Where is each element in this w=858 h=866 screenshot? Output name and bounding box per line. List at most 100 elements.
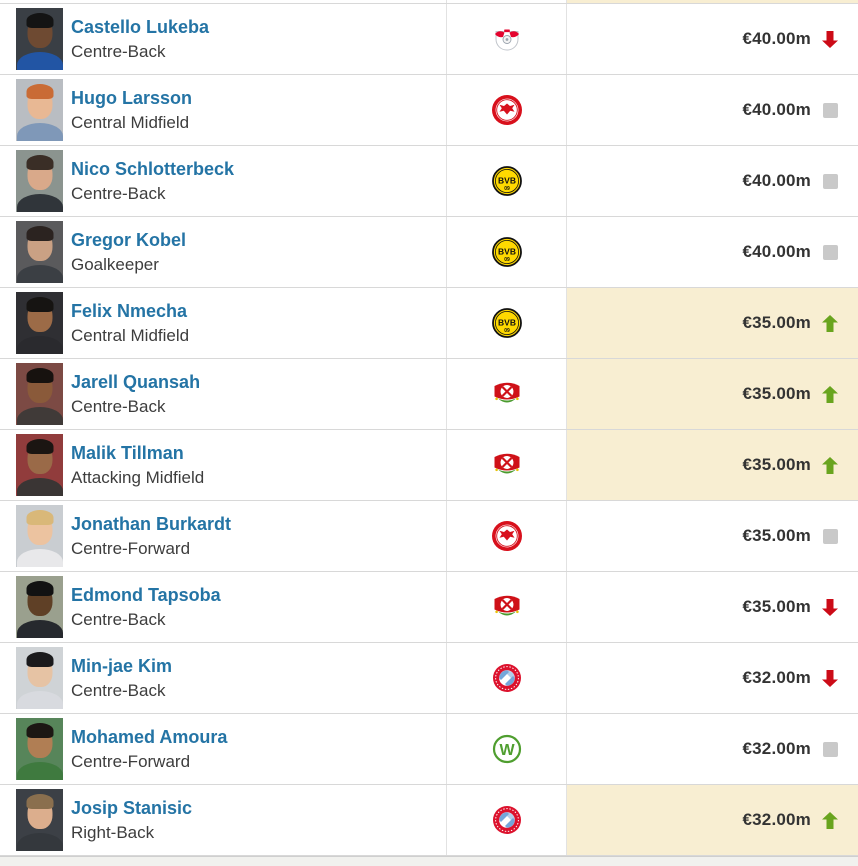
player-text-block: Castello Lukeba Centre-Back — [71, 17, 209, 61]
bayer-leverkusen-crest[interactable] — [491, 591, 523, 623]
table-row[interactable]: Mohamed Amoura Centre-Forward W €32.00m — [0, 714, 858, 785]
player-name-link[interactable]: Edmond Tapsoba — [71, 584, 221, 605]
table-row[interactable]: Jarell Quansah Centre-Back €35.00m — [0, 359, 858, 430]
bayern-munich-crest[interactable] — [491, 804, 523, 836]
avatar-shirt — [16, 265, 63, 283]
svg-text:BVB: BVB — [498, 247, 516, 257]
borussia-dortmund-crest[interactable]: BVB 09 — [491, 236, 523, 268]
player-photo[interactable] — [16, 576, 63, 638]
table-row[interactable]: Jonathan Burkardt Centre-Forward €35.00m — [0, 501, 858, 572]
player-name-link[interactable]: Hugo Larsson — [71, 87, 193, 108]
player-cell: Jarell Quansah Centre-Back — [0, 359, 447, 429]
market-value-cell: €32.00m — [567, 714, 858, 784]
table-row[interactable]: Hugo Larsson Central Midfield €40.00m — [0, 75, 858, 146]
market-value-cell: €40.00m — [567, 146, 858, 216]
player-photo[interactable] — [16, 221, 63, 283]
trend-same-icon — [822, 244, 838, 261]
player-photo[interactable] — [16, 718, 63, 780]
player-name-link[interactable]: Min-jae Kim — [71, 655, 173, 676]
player-photo[interactable] — [16, 647, 63, 709]
borussia-dortmund-crest[interactable]: BVB 09 — [491, 165, 523, 197]
player-text-block: Edmond Tapsoba Centre-Back — [71, 585, 221, 629]
player-cell: Edmond Tapsoba Centre-Back — [0, 572, 447, 642]
player-photo[interactable] — [16, 363, 63, 425]
market-value-cell: €35.00m — [567, 572, 858, 642]
avatar-shirt — [16, 123, 63, 141]
avatar-shirt — [16, 620, 63, 638]
player-photo[interactable] — [16, 789, 63, 851]
rb-leipzig-crest[interactable] — [491, 23, 523, 55]
market-value-cell: €40.00m — [567, 75, 858, 145]
player-position-label: Attacking Midfield — [71, 467, 205, 487]
player-photo[interactable] — [16, 150, 63, 212]
avatar-shirt — [16, 691, 63, 709]
bayern-munich-crest[interactable] — [491, 662, 523, 694]
player-cell: Josip Stanisic Right-Back — [0, 785, 447, 855]
player-position-label: Goalkeeper — [71, 254, 159, 274]
eintracht-frankfurt-crest[interactable] — [491, 94, 523, 126]
player-name-link[interactable]: Nico Schlotterbeck — [71, 158, 235, 179]
eintracht-frankfurt-crest[interactable] — [491, 520, 523, 552]
market-value-label: €35.00m — [742, 526, 811, 545]
player-name-link[interactable]: Malik Tillman — [71, 442, 184, 463]
player-text-block: Jarell Quansah Centre-Back — [71, 372, 200, 416]
market-value-cell: €35.00m — [567, 288, 858, 358]
table-row[interactable]: Gregor Kobel Goalkeeper BVB 09 €40.00m — [0, 217, 858, 288]
player-text-block: Malik Tillman Attacking Midfield — [71, 443, 204, 487]
avatar-shirt — [16, 833, 63, 851]
avatar-hair — [26, 226, 53, 241]
player-name-link[interactable]: Jarell Quansah — [71, 371, 201, 392]
market-value-label: €35.00m — [742, 313, 811, 332]
player-name-link[interactable]: Castello Lukeba — [71, 16, 210, 37]
market-value-cell: €35.00m — [567, 359, 858, 429]
avatar-hair — [26, 297, 53, 312]
player-name-link[interactable]: Gregor Kobel — [71, 229, 187, 250]
previous-row-value-cell-remnant — [567, 0, 858, 3]
trend-same-icon — [822, 741, 838, 758]
bayer-leverkusen-crest[interactable] — [491, 449, 523, 481]
bayer-leverkusen-crest[interactable] — [491, 378, 523, 410]
player-photo[interactable] — [16, 8, 63, 70]
player-photo[interactable] — [16, 79, 63, 141]
player-photo[interactable] — [16, 292, 63, 354]
player-photo[interactable] — [16, 505, 63, 567]
table-row[interactable]: Josip Stanisic Right-Back €32.00m — [0, 785, 858, 856]
table-row[interactable]: Castello Lukeba Centre-Back €40.00m — [0, 4, 858, 75]
avatar-hair — [26, 652, 53, 667]
player-photo[interactable] — [16, 434, 63, 496]
table-row[interactable]: Nico Schlotterbeck Centre-Back BVB 09 €40… — [0, 146, 858, 217]
player-position-label: Central Midfield — [71, 325, 190, 345]
player-name-link[interactable]: Jonathan Burkardt — [71, 513, 232, 534]
svg-text:BVB: BVB — [498, 318, 516, 328]
table-row[interactable]: Min-jae Kim Centre-Back €32.00m — [0, 643, 858, 714]
player-position-label: Centre-Back — [71, 609, 166, 629]
player-name-link[interactable]: Josip Stanisic — [71, 797, 193, 818]
player-name-link[interactable]: Felix Nmecha — [71, 300, 188, 321]
avatar-shirt — [16, 478, 63, 496]
market-value-label: €32.00m — [742, 739, 811, 758]
table-row[interactable]: Edmond Tapsoba Centre-Back €35.00m — [0, 572, 858, 643]
market-value-cell: €40.00m — [567, 4, 858, 74]
borussia-dortmund-crest[interactable]: BVB 09 — [491, 307, 523, 339]
trend-down-icon — [822, 598, 838, 616]
wolfsburg-crest[interactable]: W — [491, 733, 523, 765]
market-value-cell: €35.00m — [567, 430, 858, 500]
club-cell: W — [447, 714, 567, 784]
player-text-block: Hugo Larsson Central Midfield — [71, 88, 192, 132]
avatar-hair — [26, 723, 53, 738]
club-cell: BVB 09 — [447, 217, 567, 287]
table-row[interactable]: Felix Nmecha Central Midfield BVB 09 €35.… — [0, 288, 858, 359]
previous-row-player-cell-remnant — [0, 0, 447, 3]
player-cell: Min-jae Kim Centre-Back — [0, 643, 447, 713]
avatar-hair — [26, 155, 53, 170]
trend-down-icon — [822, 669, 838, 687]
market-value-cell: €32.00m — [567, 785, 858, 855]
previous-row-remnant — [0, 0, 858, 4]
trend-up-icon — [822, 314, 838, 332]
table-row[interactable]: Malik Tillman Attacking Midfield €35.00m — [0, 430, 858, 501]
club-cell: BVB 09 — [447, 288, 567, 358]
player-name-link[interactable]: Mohamed Amoura — [71, 726, 228, 747]
market-value-label: €35.00m — [742, 384, 811, 403]
market-value-label: €40.00m — [742, 29, 811, 48]
trend-down-icon — [822, 30, 838, 48]
